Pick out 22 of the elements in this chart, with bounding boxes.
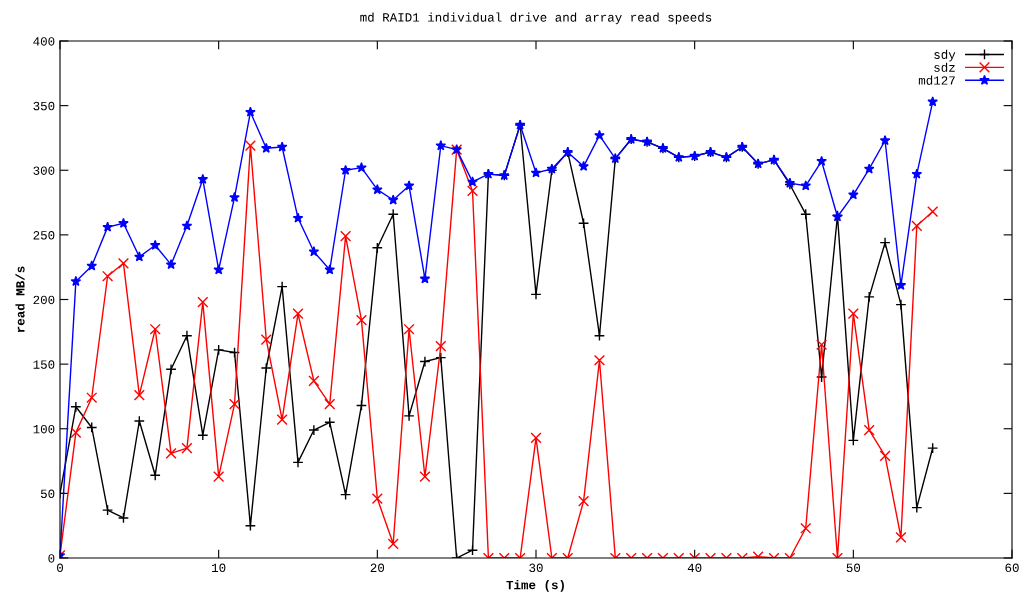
y-tick-label: 350 xyxy=(33,101,55,111)
y-tick-label: 200 xyxy=(33,295,55,305)
y-axis-title: read MB/s xyxy=(15,266,25,333)
y-tick-label: 250 xyxy=(33,231,55,240)
y-tick-label: 100 xyxy=(33,424,55,434)
y-tick-label: 300 xyxy=(33,166,55,175)
x-tick-label: 30 xyxy=(529,563,543,573)
chart-title: md RAID1 individual drive and array read speeds xyxy=(360,12,712,25)
legend-label: sdz xyxy=(934,62,955,72)
x-tick-label: 10 xyxy=(212,563,226,573)
x-tick-label: 50 xyxy=(846,563,861,573)
legend-label: md127 xyxy=(918,75,955,85)
x-tick-label: 0 xyxy=(57,563,63,573)
x-axis-title: Time (s) xyxy=(506,580,564,592)
x-tick-label: 60 xyxy=(1005,563,1019,573)
y-tick-label: 150 xyxy=(33,360,55,369)
x-tick-label: 20 xyxy=(370,563,385,573)
x-tick-label: 40 xyxy=(687,563,702,573)
y-tick-label: 0 xyxy=(48,554,55,563)
y-tick-label: 50 xyxy=(40,489,55,499)
y-tick-label: 400 xyxy=(33,37,55,46)
legend-label: sdy xyxy=(934,49,956,62)
